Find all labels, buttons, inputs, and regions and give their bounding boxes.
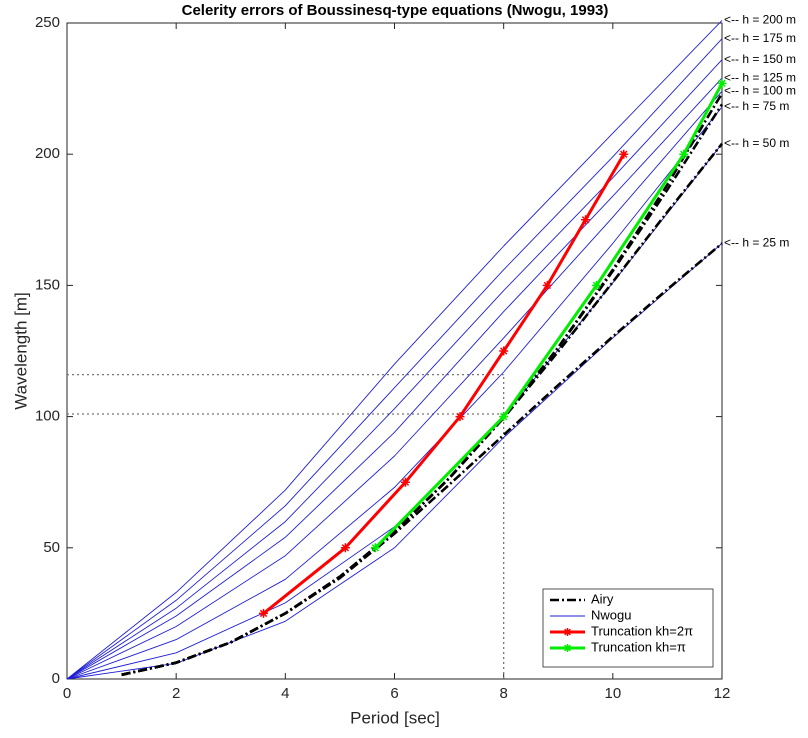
x-tick-label: 12 [714,685,731,702]
line-label: <-- h = 125 m [724,70,796,84]
x-tick-label: 2 [172,685,180,702]
star-marker [499,412,509,422]
data-line [66,59,723,680]
legend-box [542,588,714,668]
star-marker [619,149,629,159]
x-tick-label: 0 [63,685,71,702]
line-label: <-- h = 175 m [724,31,796,45]
data-line [66,90,723,680]
star-marker [400,477,410,487]
star-marker [370,543,380,553]
line-label: <-- h = 50 m [724,136,789,150]
x-tick-label: 8 [499,685,507,702]
x-axis-label: Period [sec] [350,708,440,727]
legend-marker [563,628,572,636]
line-label: <-- h = 100 m [724,83,796,97]
y-tick-label: 0 [52,670,60,687]
legend-label: Truncation kh=2π [591,623,693,638]
star-marker [679,149,689,159]
x-tick-label: 4 [281,685,289,702]
star-marker [455,412,465,422]
chart-title: Celerity errors of Boussinesq-type equat… [182,2,609,19]
data-line [262,153,626,615]
legend-label: Truncation kh=π [591,639,686,654]
legend-label: Airy [591,591,614,606]
data-line [121,92,724,677]
star-marker [717,78,727,88]
line-label: <-- h = 25 m [724,236,789,250]
x-tick-label: 6 [390,685,398,702]
star-marker [581,215,591,225]
data-line [66,77,723,680]
x-tick-label: 10 [604,685,621,702]
y-axis-label: Wavelength [m] [11,292,30,409]
star-marker [542,280,552,290]
data-line [66,20,723,680]
star-marker [340,543,350,553]
line-label: <-- h = 150 m [724,52,796,66]
star-marker [591,280,601,290]
y-tick-label: 250 [35,14,60,31]
star-marker [259,608,268,618]
star-marker [499,346,509,356]
data-line [66,38,723,680]
y-tick-label: 100 [35,408,60,425]
data-line [66,106,723,680]
line-label: <-- h = 75 m [724,99,789,113]
y-tick-label: 150 [35,276,60,293]
y-tick-label: 50 [43,539,60,556]
line-label: <-- h = 200 m [724,13,796,27]
y-tick-label: 200 [35,145,60,162]
legend-label: Nwogu [591,607,631,622]
legend-marker [563,644,572,652]
data-line [374,82,724,549]
